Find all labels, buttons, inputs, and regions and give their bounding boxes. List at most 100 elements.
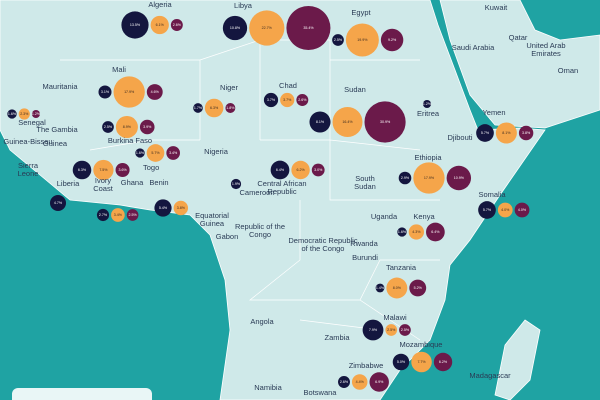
bubble-label: 1.9% <box>232 182 241 186</box>
country-label: Republic of the Congo <box>234 222 286 239</box>
bubble <box>332 34 344 46</box>
bubble <box>225 103 236 113</box>
bubble <box>193 103 203 113</box>
bubble <box>98 85 112 99</box>
country-label: Senegal <box>18 118 46 127</box>
bubble-label: 3.7% <box>267 98 276 102</box>
bubble <box>249 10 285 46</box>
country-label: Chad <box>279 81 297 90</box>
country-label: Cameroon <box>239 188 275 197</box>
bubble <box>362 319 384 341</box>
bubble <box>96 208 110 222</box>
bubble-label: 5.7% <box>481 131 490 135</box>
bubble <box>270 160 290 180</box>
bubble <box>426 222 445 242</box>
bubble-label: 1.7% <box>194 106 203 110</box>
bubble-label: 7.5% <box>99 168 108 172</box>
bubble-label: 7.9% <box>369 328 378 332</box>
bubble <box>166 146 180 160</box>
bubble <box>115 115 138 139</box>
bubble-label: 3.4% <box>169 151 178 155</box>
bubble-label: 2.5% <box>401 328 410 332</box>
bubble-label: 2.5% <box>128 213 137 217</box>
bubble <box>380 28 404 52</box>
country-label: Niger <box>220 83 238 92</box>
bubble <box>72 160 92 180</box>
bubble-label: 8.1% <box>316 120 325 124</box>
bubble-label: 2.9% <box>401 176 410 180</box>
country-label: Zambia <box>324 333 350 342</box>
bubble <box>115 162 130 178</box>
bubble-label: 2.3% <box>20 112 29 116</box>
bubble-label: 3.8% <box>177 206 186 210</box>
bubble <box>126 209 139 221</box>
bubble-label: 1.6% <box>8 112 17 116</box>
country-label: Gabon <box>215 232 239 241</box>
bubble <box>286 5 331 51</box>
bubble-label: 5.7% <box>483 208 492 212</box>
bubble-label: 10.9% <box>454 176 465 180</box>
bubble-label: 4.0% <box>518 208 527 212</box>
bubble <box>369 372 389 392</box>
bubble <box>102 121 114 133</box>
bubble <box>296 94 309 106</box>
bubble <box>478 201 496 219</box>
bubble-label: 3.7% <box>283 98 292 102</box>
country-label: Eritrea <box>416 109 440 118</box>
country-label: Uganda <box>370 212 398 221</box>
bubble <box>433 352 453 372</box>
bubble <box>263 92 279 108</box>
bubble-label: 17.9% <box>124 90 135 94</box>
bubble <box>411 351 432 373</box>
country-label: Guinea <box>42 139 68 148</box>
bubble-label: 8.1% <box>502 131 511 135</box>
country-label: Benin <box>149 178 169 187</box>
bubble-label: 3.8% <box>522 131 531 135</box>
bubble <box>309 111 331 133</box>
country-label: Sierra Leone <box>17 161 39 178</box>
country-label: Sudan <box>344 85 366 94</box>
country-label: Ethiopia <box>414 153 442 162</box>
bubble-label: 8.0% <box>393 286 402 290</box>
country-label: Kenya <box>413 212 435 221</box>
bubble <box>375 283 385 293</box>
bubble <box>291 160 310 180</box>
country-label: Namibia <box>254 383 282 392</box>
bubble <box>173 200 189 216</box>
bubble <box>113 76 145 108</box>
country-label: Kuwait <box>484 3 508 12</box>
bubble <box>154 199 172 217</box>
bubble <box>230 178 242 190</box>
bubble <box>392 353 410 371</box>
bubble-label: 4.7% <box>54 201 63 205</box>
bubble <box>121 11 149 39</box>
bubble <box>139 119 155 135</box>
bubble-label: 5.7% <box>151 151 160 155</box>
country-label: Madagascar <box>469 371 511 380</box>
bubble-label: 1.2% <box>32 112 41 116</box>
country-label: Zimbabwe <box>348 361 384 370</box>
bubble <box>364 101 406 143</box>
bubble <box>135 148 145 158</box>
bubble-label: 5.0% <box>397 360 406 364</box>
country-label: Saudi Arabia <box>451 43 495 52</box>
bubble-label: 16.4% <box>342 120 353 124</box>
country-label: Somalia <box>478 190 506 199</box>
country-label: Equatorial Guinea <box>195 211 229 228</box>
bubble <box>49 194 67 212</box>
bubble-label: 6.1% <box>156 23 165 27</box>
bubble-label: 8.9% <box>123 125 132 129</box>
country-label: Guinea-Bissau <box>3 137 53 146</box>
bubble <box>518 125 534 141</box>
country-label: Nigeria <box>204 147 228 156</box>
bubble-label: 22.7% <box>262 26 273 30</box>
country-label: Togo <box>143 163 160 172</box>
bubble <box>399 324 411 336</box>
bubble-label: 6.9% <box>375 380 384 384</box>
country-label: Algeria <box>148 0 172 9</box>
bubble-label: 17.9% <box>424 176 435 180</box>
bubble-label: 6.4% <box>431 230 440 234</box>
bubble <box>398 171 412 185</box>
country-label: The Gambia <box>36 125 78 134</box>
